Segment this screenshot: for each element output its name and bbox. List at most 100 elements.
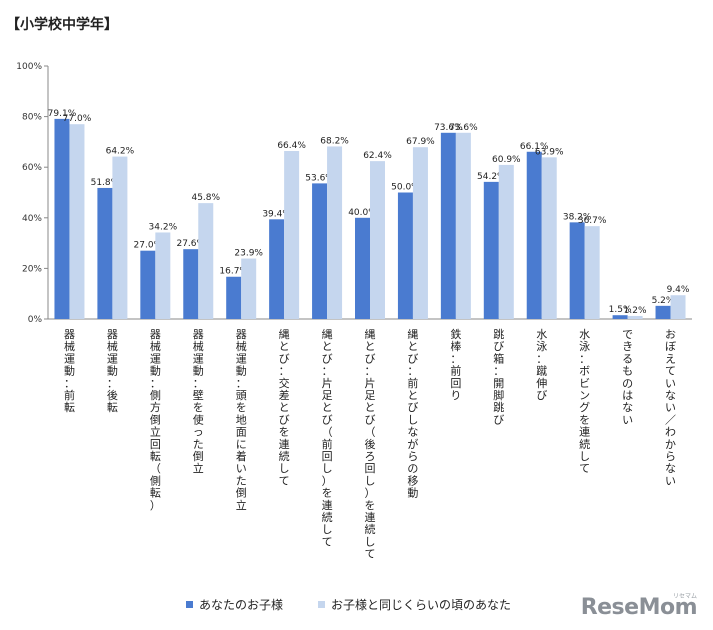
category-label-char: ：	[150, 377, 161, 390]
category-label-char: ぼ	[665, 340, 676, 353]
category-label-char: 器	[64, 328, 75, 341]
category-label-char: ら	[407, 450, 418, 463]
bar-child	[526, 151, 542, 319]
category-label-char: て	[579, 462, 590, 475]
data-label: 77.0%	[63, 114, 92, 124]
category-label-char: わ	[665, 426, 676, 439]
category-label-char: び	[407, 401, 418, 414]
category-label-char: 連	[579, 425, 590, 439]
category-label-char: 回	[150, 438, 161, 451]
category-label-char: で	[622, 328, 633, 341]
data-label: 23.9%	[234, 249, 263, 259]
category-label-char: 運	[64, 352, 75, 365]
category-label-char: 器	[107, 328, 118, 341]
category-label-char: 水	[536, 328, 547, 341]
category-label-char: ）	[365, 487, 376, 500]
data-label: 39.4%	[262, 209, 291, 219]
category-label-char: ビ	[579, 377, 590, 390]
category-label-char: を	[279, 426, 290, 439]
category-label-char: い	[665, 377, 676, 390]
category-label-char: と	[407, 340, 418, 353]
legend-item-0: あなたのお子様	[186, 596, 283, 613]
category-label-char: 回	[365, 462, 376, 475]
category-label-char: 泳	[536, 339, 547, 353]
bar-child	[140, 250, 156, 319]
category-label-char: も	[622, 365, 633, 378]
category-label-char: ら	[665, 450, 676, 463]
category-label-char: ：	[193, 377, 204, 390]
data-label: 51.8%	[91, 178, 120, 188]
category-label-char: 動	[150, 364, 161, 378]
category-label-char: 転	[150, 450, 161, 463]
category-label-char: し	[322, 462, 333, 475]
category-label-char: 続	[322, 510, 333, 524]
legend-swatch-0	[186, 601, 193, 608]
category-label-char: 差	[279, 388, 290, 402]
bar-child	[655, 305, 671, 319]
category-label-char: 開	[493, 377, 504, 390]
category-label-char: ：	[279, 365, 290, 378]
data-label: 1.2%	[624, 306, 647, 316]
data-label: 9.4%	[667, 285, 690, 295]
data-label: 66.4%	[277, 141, 306, 151]
bar-child	[183, 249, 199, 319]
data-label: 16.7%	[219, 267, 248, 277]
category-label-char: ：	[407, 365, 418, 378]
category-label-char: 運	[236, 352, 247, 365]
category-label-char: 側	[150, 474, 161, 487]
category-label-char: 運	[107, 352, 118, 365]
category-label-char: 脚	[493, 388, 504, 402]
category-label-char: 器	[236, 328, 247, 341]
chart-title: 【小学校中学年】	[6, 17, 118, 33]
category-label-char: 動	[107, 364, 118, 378]
category-label-char: 跳	[493, 327, 504, 341]
category-label-char: グ	[579, 400, 590, 414]
data-label: 73.6%	[449, 123, 478, 133]
bar-child	[397, 192, 413, 319]
data-label: 36.7%	[578, 216, 607, 226]
category-label-char: 縄	[365, 327, 376, 341]
category-label-char: え	[665, 352, 676, 365]
category-label-char: ／	[665, 413, 676, 426]
category-label-char: 縄	[407, 327, 418, 341]
category-label-char: 泳	[579, 339, 590, 353]
bar-parent	[284, 151, 300, 319]
category-label-char: び	[407, 352, 418, 365]
category-label-char: 械	[150, 339, 161, 353]
category-label-char: 箱	[493, 351, 504, 365]
category-label-char: 動	[236, 364, 247, 378]
y-tick-label: 20%	[22, 264, 42, 274]
category-label-char: ：	[493, 365, 504, 378]
category-label-char: 械	[64, 339, 75, 353]
bar-child	[226, 276, 242, 319]
category-label-char: 前	[407, 376, 418, 390]
category-label-char: い	[665, 474, 676, 487]
category-label-char: び	[493, 340, 504, 353]
category-label-char: 棒	[450, 339, 461, 353]
category-label-char: 縄	[322, 327, 333, 341]
bar-child	[612, 315, 628, 319]
category-label-char: た	[236, 474, 247, 487]
category-label-char: 足	[365, 389, 376, 402]
category-label-char: 倒	[193, 450, 204, 463]
data-label: 1.5%	[609, 305, 632, 315]
category-label-char: ン	[579, 389, 590, 402]
data-label: 27.0%	[134, 241, 163, 251]
bar-parent	[198, 203, 214, 319]
bar-parent	[112, 156, 128, 319]
category-label-char: な	[622, 401, 633, 414]
bar-child	[97, 187, 113, 319]
category-label-char: ：	[450, 352, 461, 365]
category-label-char: を	[193, 401, 204, 414]
category-label-char: 動	[193, 364, 204, 378]
data-label: 5.2%	[652, 296, 675, 306]
category-label-char: の	[407, 462, 418, 475]
category-label-char: 壁	[193, 388, 204, 402]
category-label-char: ：	[536, 352, 547, 365]
category-label-char: 運	[150, 352, 161, 365]
category-label-char: 械	[193, 339, 204, 353]
resemom-logo: ReseMom	[580, 595, 698, 620]
category-label-char: と	[365, 340, 376, 353]
category-label-char: 器	[193, 328, 204, 341]
category-label-char: と	[407, 389, 418, 402]
